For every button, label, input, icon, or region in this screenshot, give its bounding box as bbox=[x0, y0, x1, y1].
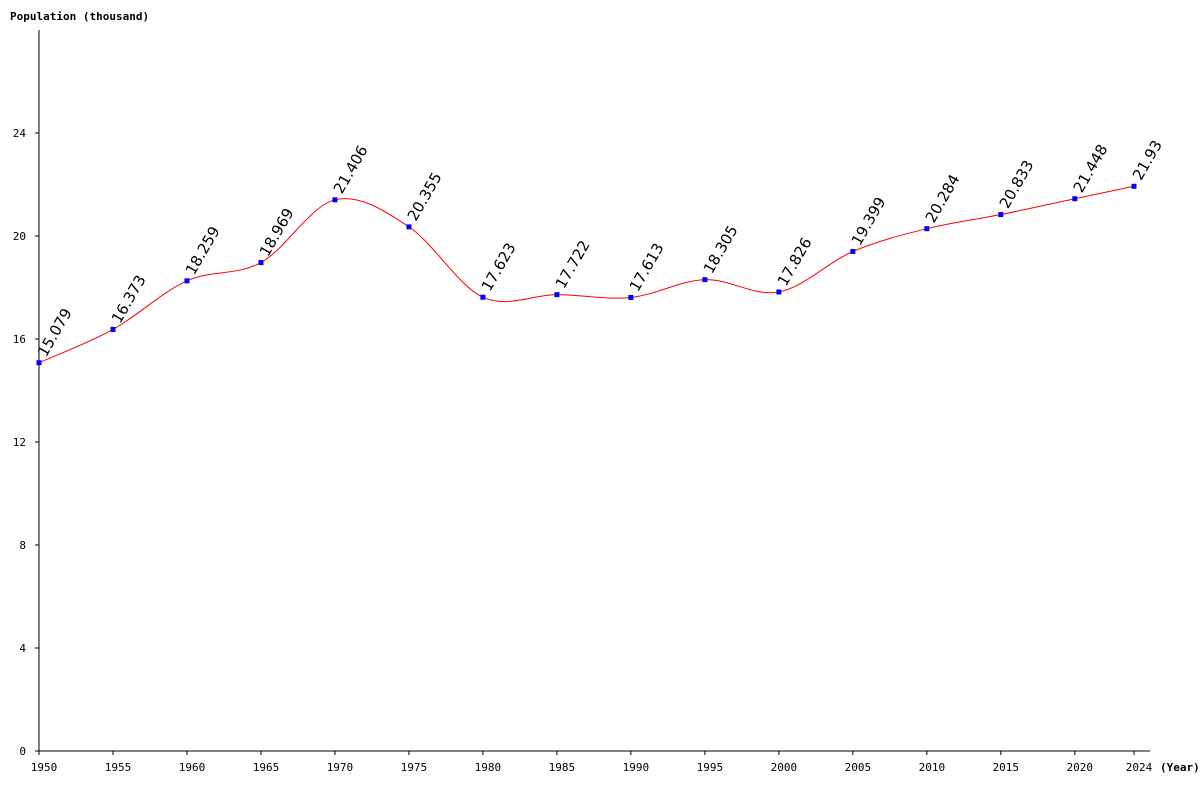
data-point-marker bbox=[998, 212, 1004, 218]
x-tick-label: 1995 bbox=[697, 761, 724, 774]
data-value-label: 18.969 bbox=[256, 205, 298, 259]
data-value-label: 21.448 bbox=[1070, 141, 1112, 195]
data-point-marker bbox=[628, 294, 634, 300]
y-tick-label: 0 bbox=[19, 745, 26, 758]
y-tick-label: 16 bbox=[13, 333, 26, 346]
data-point-marker bbox=[924, 226, 930, 232]
data-labels: 15.079 16.373 18.259 18.969 21.406 20.355 17.6… bbox=[34, 137, 1166, 360]
x-tick-label: 1985 bbox=[549, 761, 576, 774]
data-point-marker bbox=[776, 289, 782, 295]
x-tick-label: 1980 bbox=[475, 761, 502, 774]
x-axis-title: (Year) bbox=[1160, 761, 1200, 774]
data-value-label: 17.623 bbox=[478, 240, 520, 294]
data-value-label: 17.722 bbox=[552, 237, 594, 291]
data-value-label: 20.355 bbox=[404, 169, 446, 223]
data-value-label: 16.373 bbox=[108, 272, 150, 326]
data-value-label: 17.826 bbox=[774, 235, 816, 289]
x-tick-label: 1950 bbox=[31, 761, 58, 774]
data-point-marker bbox=[258, 260, 264, 266]
data-point-marker bbox=[480, 294, 486, 300]
x-tick-label: 2000 bbox=[771, 761, 798, 774]
x-tick-label: 2015 bbox=[993, 761, 1020, 774]
data-point-marker bbox=[332, 197, 338, 203]
y-tick-label: 24 bbox=[13, 127, 27, 140]
data-point-marker bbox=[1131, 183, 1137, 189]
data-point-marker bbox=[554, 292, 560, 298]
x-tick-label: 2020 bbox=[1067, 761, 1094, 774]
data-value-label: 21.406 bbox=[330, 142, 372, 196]
x-tick-label: 1960 bbox=[179, 761, 206, 774]
data-point-marker bbox=[1072, 196, 1078, 202]
data-point-marker bbox=[110, 326, 116, 332]
data-value-label: 15.079 bbox=[34, 305, 76, 359]
x-tick-label: 2010 bbox=[919, 761, 946, 774]
y-tick-label: 8 bbox=[19, 539, 26, 552]
data-markers bbox=[36, 183, 1137, 366]
data-value-label: 18.259 bbox=[182, 223, 224, 277]
y-tick-label: 20 bbox=[13, 230, 26, 243]
x-axis-ticks: 1950 1955 1960 1965 1970 1975 1980 1985 1990 1995… bbox=[31, 751, 1153, 774]
data-point-marker bbox=[184, 278, 190, 284]
x-tick-label: 1990 bbox=[623, 761, 650, 774]
x-tick-label: 1955 bbox=[105, 761, 132, 774]
data-value-label: 20.833 bbox=[996, 157, 1038, 211]
data-value-label: 20.284 bbox=[922, 171, 964, 225]
data-point-marker bbox=[850, 248, 856, 254]
y-axis-ticks: 0 4 8 12 16 20 24 bbox=[13, 127, 39, 758]
x-tick-label: 2005 bbox=[845, 761, 872, 774]
x-tick-label: 1970 bbox=[327, 761, 354, 774]
y-tick-label: 12 bbox=[13, 436, 26, 449]
y-axis-title: Population (thousand) bbox=[10, 10, 149, 23]
data-value-label: 17.613 bbox=[626, 240, 668, 294]
data-point-marker bbox=[702, 277, 708, 283]
x-tick-label: 1975 bbox=[401, 761, 428, 774]
y-tick-label: 4 bbox=[19, 642, 26, 655]
x-tick-label: 2024 bbox=[1126, 761, 1153, 774]
data-point-marker bbox=[406, 224, 412, 230]
data-point-marker bbox=[36, 360, 42, 366]
data-value-label: 21.93 bbox=[1129, 137, 1166, 183]
x-tick-label: 1965 bbox=[253, 761, 280, 774]
data-value-label: 18.305 bbox=[700, 222, 742, 276]
population-line bbox=[38, 185, 1135, 364]
